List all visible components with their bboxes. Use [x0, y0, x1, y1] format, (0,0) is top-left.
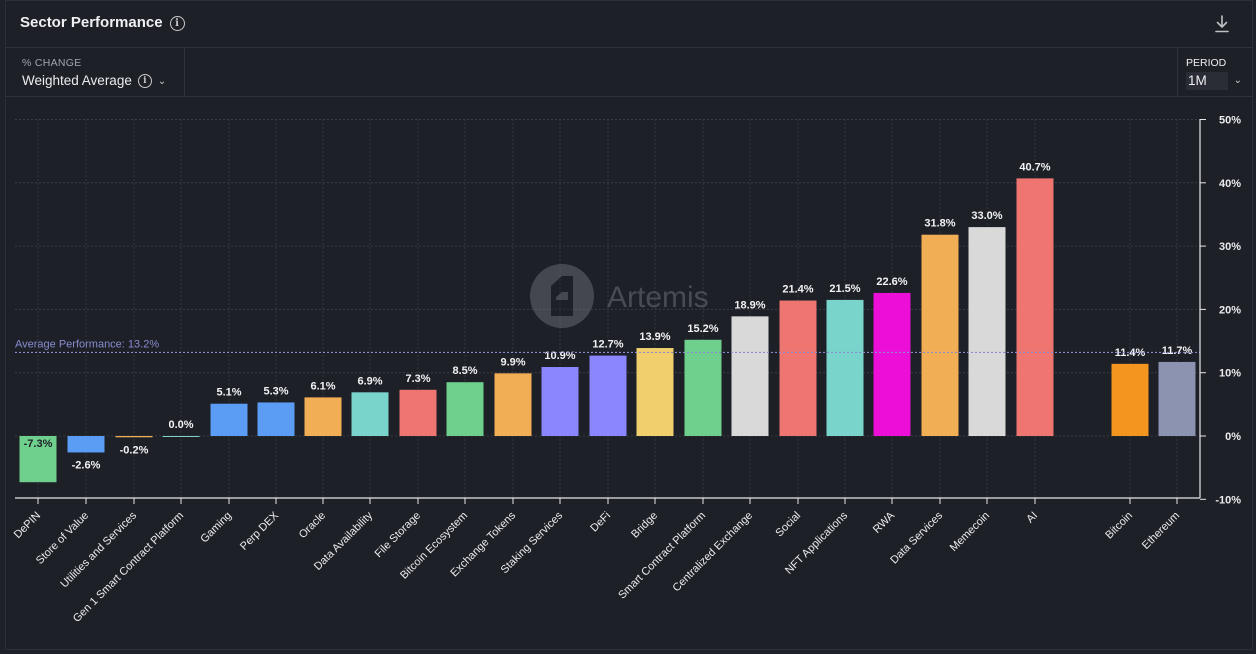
x-tick-label-15: Centralized Exchange [671, 510, 756, 595]
bar-value-label-8: 7.3% [405, 373, 430, 385]
bar-20 [968, 227, 1006, 436]
card-header: Sector Performance i [6, 1, 1252, 48]
bar-14 [684, 339, 722, 436]
bar-value-label-0: -7.3% [24, 438, 53, 450]
artemis-logo-mark [551, 276, 573, 316]
x-tick-label-13: Bridge [629, 510, 660, 541]
y-tick-label-0: 50% [1219, 115, 1241, 127]
bar-value-label-3: 0.0% [168, 419, 193, 431]
y-tick-label-1: 40% [1219, 178, 1241, 190]
bar-11 [541, 367, 579, 436]
x-tick-label-0: DePIN [12, 510, 43, 541]
x-tick-label-5: Perp DEX [238, 509, 282, 553]
period-selector[interactable]: PERIOD 1M ⌄ [1177, 48, 1252, 96]
bar-17 [826, 299, 864, 436]
bar-value-label-16: 21.4% [782, 284, 813, 296]
y-tick-label-2: 30% [1219, 241, 1241, 253]
bar-value-label-5: 5.3% [263, 385, 288, 397]
bar-3 [162, 436, 200, 437]
bar-value-label-21: 40.7% [1019, 161, 1050, 173]
bar-value-label-20: 33.0% [971, 210, 1002, 222]
artemis-logo-icon [530, 264, 594, 328]
metric-value: Weighted Average [22, 73, 132, 88]
bar-21 [1016, 178, 1054, 436]
bar-value-label-10: 9.9% [500, 356, 525, 368]
metric-selector[interactable]: % CHANGE Weighted Average i ⌄ [6, 48, 185, 96]
y-tick-label-3: 20% [1219, 304, 1241, 316]
bar-4 [210, 403, 248, 436]
x-tick-label-8: File Storage [373, 510, 423, 560]
watermark: Artemis [530, 264, 709, 328]
bar-18 [873, 292, 911, 436]
bar-5 [257, 402, 295, 436]
bar-8 [399, 389, 437, 436]
bar-value-label-15: 18.9% [734, 299, 765, 311]
x-tick-label-6: Oracle [297, 510, 328, 541]
x-tick-label-18: RWA [871, 509, 898, 536]
bar-value-label-23: 11.7% [1162, 345, 1193, 357]
chart-title: Sector Performance i [20, 14, 185, 31]
bar-1 [67, 436, 105, 453]
bar-0 [19, 436, 57, 483]
chart-bar-labels: -7.3% -2.6% -0.2% 0.0% 5.1% 5.3% 6.1% 6.9% 7.3% 8… [24, 161, 1193, 471]
y-tick-label-6: -10% [1215, 494, 1241, 506]
bar-12 [589, 355, 627, 436]
bar-value-label-6: 6.1% [310, 380, 335, 392]
y-tick-label-5: 0% [1225, 431, 1241, 443]
download-icon[interactable] [1214, 15, 1230, 33]
bar-10 [494, 373, 532, 436]
bar-value-label-1: -2.6% [72, 459, 101, 471]
bar-16 [779, 300, 817, 436]
bar-9 [446, 382, 484, 436]
metric-label: % CHANGE [22, 57, 82, 69]
bar-value-label-2: -0.2% [120, 444, 149, 456]
bar-6 [304, 397, 342, 436]
bar-value-label-18: 22.6% [876, 276, 907, 288]
bar-15 [731, 316, 769, 436]
period-label: PERIOD [1186, 57, 1227, 69]
metric-info-icon[interactable]: i [137, 74, 152, 89]
period-chevron-down-icon[interactable]: ⌄ [1233, 75, 1242, 86]
x-tick-label-4: Gaming [198, 510, 234, 546]
x-tick-label-12: DeFi [588, 510, 613, 535]
metric-dropdown[interactable]: Weighted Average i ⌄ [22, 73, 167, 89]
bar-value-label-19: 31.8% [924, 218, 955, 230]
bar-22 [1111, 363, 1149, 436]
bar-19 [921, 234, 959, 436]
bar-value-label-12: 12.7% [592, 339, 623, 351]
average-performance-label: Average Performance: 13.2% [15, 338, 159, 350]
bar-13 [636, 348, 674, 436]
bar-value-label-14: 15.2% [687, 323, 718, 335]
x-tick-label-16: Social [773, 510, 803, 540]
chart-bars [19, 178, 1196, 483]
period-value[interactable]: 1M [1186, 72, 1228, 90]
bar-7 [351, 392, 389, 436]
chart-title-text: Sector Performance [20, 14, 163, 31]
y-tick-label-4: 10% [1219, 368, 1241, 380]
x-tick-label-23: Ethereum [1140, 510, 1182, 552]
bar-2 [115, 436, 153, 438]
bar-value-label-13: 13.9% [639, 331, 670, 343]
x-tick-label-22: Bitcoin [1103, 510, 1135, 542]
chart-axes [15, 119, 1201, 504]
bar-value-label-22: 11.4% [1115, 347, 1146, 359]
bar-value-label-9: 8.5% [452, 365, 477, 377]
y-axis-labels: 50% 40% 30% 20% 10% 0% -10% [1200, 115, 1241, 506]
x-tick-label-14: Smart Contract Platform [616, 510, 708, 602]
chevron-down-icon: ⌄ [157, 75, 167, 87]
x-tick-label-20: Memecoin [948, 510, 992, 554]
bar-value-label-17: 21.5% [829, 283, 860, 295]
average-line: Average Performance: 13.2% [15, 338, 1200, 354]
bar-value-label-11: 10.9% [544, 350, 575, 362]
watermark-text: Artemis [607, 281, 709, 314]
bar-value-label-4: 5.1% [216, 387, 241, 399]
x-tick-label-21: AI [1024, 510, 1040, 526]
info-icon[interactable]: i [169, 15, 185, 31]
bar-value-label-7: 6.9% [357, 375, 382, 387]
bar-23 [1158, 361, 1196, 436]
chart-controls: % CHANGE Weighted Average i ⌄ PERIOD 1M ⌄ [6, 48, 1252, 97]
